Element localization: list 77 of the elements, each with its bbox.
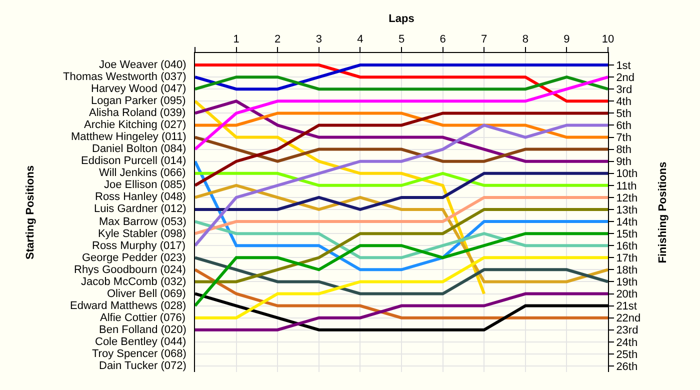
series-label: George Pedder (023) <box>82 252 186 264</box>
series-label: Harvey Wood (047) <box>91 83 186 95</box>
series-label: Max Barrow (053) <box>99 216 186 228</box>
x-tick-label: 10 <box>602 34 614 46</box>
series-label: Alfie Cottier (076) <box>100 312 186 324</box>
y-tick-label: 21st <box>616 300 637 313</box>
series-label: Thomas Westworth (037) <box>63 71 186 83</box>
text: Dain Tucker (072) <box>99 360 186 372</box>
line-series <box>195 184 608 284</box>
line-series <box>195 112 608 187</box>
y-tick-label: 5th <box>616 108 632 120</box>
y-tick-label: 8th <box>616 144 632 156</box>
x-tick-label: 7 <box>481 34 488 46</box>
y-tick-label: 11th <box>616 180 637 192</box>
series-label: Ross Murphy (017) <box>92 240 186 252</box>
line-series <box>195 220 608 260</box>
line-series <box>195 268 608 320</box>
y-tick-label: 6th <box>616 120 632 132</box>
y-tick-label: 16th <box>616 240 638 252</box>
x-tick-label: 1 <box>233 34 240 46</box>
y-tick-label: 13th <box>616 204 638 216</box>
line-series <box>195 124 608 248</box>
series-label: Jacob McComb (032) <box>81 276 186 288</box>
series-label: Joe Ellison (085) <box>104 179 186 191</box>
x-tick-label: 9 <box>564 34 570 46</box>
text: Starting Positions <box>24 165 36 260</box>
x-tick-label: 5 <box>398 34 405 46</box>
y-tick-label: 19th <box>616 276 638 289</box>
x-tick-label: 8 <box>522 34 528 46</box>
series-label: Daniel Bolton (084) <box>92 143 186 155</box>
y-tick-label: 2nd <box>616 72 635 84</box>
text: Cole Bentley (044) <box>95 336 186 348</box>
y-tick-label: 7th <box>616 132 632 144</box>
series-label: Alisha Roland (039) <box>89 107 186 119</box>
y-tick-label: 25th <box>616 348 638 361</box>
y-tick-label: 3rd <box>616 84 632 96</box>
line-series <box>195 256 608 296</box>
y-tick-label: 17th <box>616 252 638 264</box>
y-tick-label: 26th <box>616 360 638 373</box>
text: Troy Spencer (068) <box>92 348 186 360</box>
y-tick-label: 1st <box>616 60 631 72</box>
x-tick-label: 2 <box>274 34 281 46</box>
y-tick-label: 12th <box>616 192 638 204</box>
series-label: Ben Folland (020) <box>99 324 186 336</box>
series-label: Archie Kitching (027) <box>84 119 186 131</box>
line-series <box>195 256 608 320</box>
y-tick-label: 22nd <box>616 312 641 325</box>
series-label: Edward Matthews (028) <box>70 300 186 312</box>
x-axis-title: Laps <box>388 13 414 26</box>
line-series <box>195 100 608 163</box>
line-series <box>195 232 608 308</box>
y-tick-label: 9th <box>616 156 632 168</box>
y-tick-label: 18th <box>616 264 638 277</box>
x-tick-label: 3 <box>316 34 322 46</box>
y-tick-label: 24th <box>616 336 638 349</box>
y-tick-label: 15th <box>616 228 638 240</box>
series-label: Luis Gardner (012) <box>94 203 186 215</box>
y-axis-title: Finishing Positions <box>656 162 669 264</box>
line-series <box>195 76 608 151</box>
x-tick-label: 4 <box>357 34 364 46</box>
series-label: Matthew Hingeley (011) <box>71 131 186 143</box>
series-label: Will Jenkins (066) <box>99 167 186 179</box>
series-label: Rhys Goodbourn (024) <box>74 264 186 276</box>
series-label: Logan Parker (095) <box>91 95 186 107</box>
y-tick-label: 10th <box>616 168 638 180</box>
y-tick-label: 14th <box>616 216 638 228</box>
line-series <box>195 160 608 272</box>
series-label: Kyle Stabler (098) <box>98 228 186 240</box>
x-tick-label: 6 <box>440 34 446 46</box>
series-label: Oliver Bell (069) <box>107 288 186 300</box>
y-tick-label: 4th <box>616 96 632 108</box>
series-label: Joe Weaver (040) <box>99 59 186 71</box>
y-tick-label: 20th <box>616 288 638 301</box>
series-label: Eddison Purcell (014) <box>81 155 186 167</box>
line-series <box>195 208 608 284</box>
series-label: Ross Hanley (048) <box>95 191 186 203</box>
y-tick-label: 23rd <box>616 324 638 337</box>
